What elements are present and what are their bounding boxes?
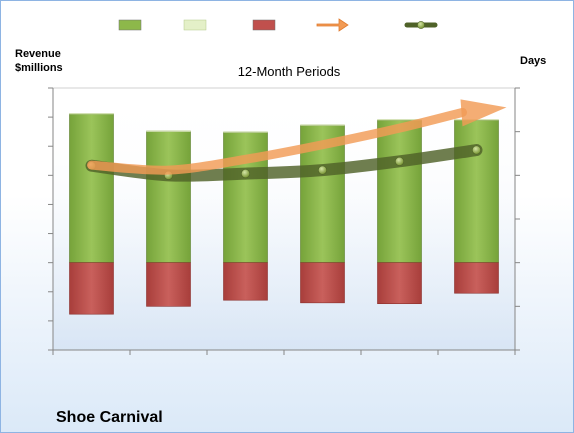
ccc-point bbox=[317, 165, 327, 175]
ccc-point bbox=[241, 169, 251, 179]
lines-layer bbox=[85, 99, 507, 182]
revenue-line bbox=[87, 107, 467, 175]
ccc-line bbox=[85, 144, 483, 182]
ccc-point bbox=[471, 145, 481, 155]
bars-layer bbox=[69, 113, 499, 315]
legend-swatch-dpo bbox=[252, 19, 276, 31]
legend-swatch-dio bbox=[118, 19, 142, 31]
bar-dio bbox=[223, 132, 268, 263]
bar-dpo bbox=[300, 262, 345, 304]
bar-dio bbox=[146, 131, 191, 263]
plot-area bbox=[52, 87, 516, 351]
bar-dso bbox=[300, 124, 345, 126]
legend-swatch-dso bbox=[183, 19, 207, 31]
axes-layer bbox=[48, 87, 520, 355]
revenue-arrowhead bbox=[460, 99, 507, 127]
bar-dpo bbox=[454, 262, 499, 294]
chart-title: 12-Month Periods bbox=[238, 64, 341, 79]
bar-dio bbox=[454, 120, 499, 263]
legend-ccc-marker bbox=[417, 21, 425, 29]
bar-dio bbox=[377, 120, 422, 263]
bar-dso bbox=[146, 130, 191, 132]
left-axis-title-line2: $millions bbox=[15, 62, 63, 74]
ccc-point bbox=[394, 156, 404, 166]
legend bbox=[118, 18, 438, 32]
left-axis-title-line1: Revenue bbox=[15, 48, 61, 60]
legend-revenue-arrow-icon bbox=[316, 18, 349, 32]
bar-dso bbox=[69, 113, 114, 115]
bar-dpo bbox=[223, 262, 268, 301]
bar-dpo bbox=[146, 262, 191, 307]
right-axis-title: Days bbox=[520, 55, 546, 67]
bar-dpo bbox=[377, 262, 422, 305]
bar-dso bbox=[223, 131, 268, 133]
bar-dpo bbox=[69, 262, 114, 315]
bar-dio bbox=[69, 113, 114, 263]
company-name: Shoe Carnival bbox=[56, 409, 163, 426]
